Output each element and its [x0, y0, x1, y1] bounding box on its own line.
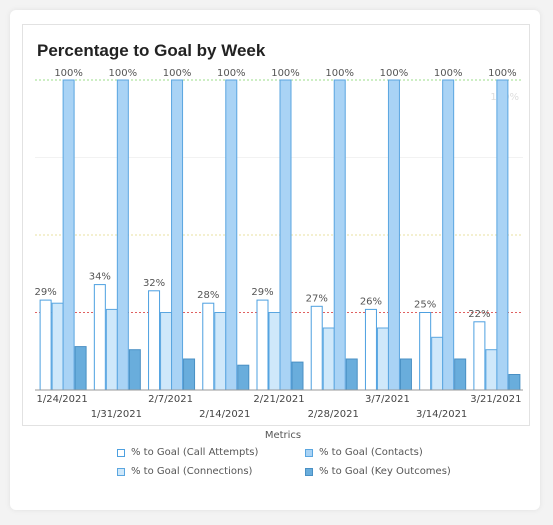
- bar-contacts-8: [496, 79, 509, 391]
- bar-contacts-5: [333, 79, 346, 391]
- legend-label-key-outcomes: % to Goal (Key Outcomes): [319, 466, 451, 477]
- bar-contacts-0: [62, 79, 75, 391]
- bar-connections-0: [51, 302, 64, 391]
- bar-call-attempts-3: [202, 302, 215, 391]
- data-label-contacts-8: 100%: [488, 68, 517, 79]
- x-tick-label-2: 2/7/2021: [148, 394, 193, 405]
- bar-call-attempts-4: [256, 299, 269, 391]
- x-tick-label-0: 1/24/2021: [36, 394, 87, 405]
- data-label-call-attempts-0: 29%: [34, 287, 56, 298]
- x-tick-label-3: 2/14/2021: [199, 409, 250, 420]
- legend-title: Metrics: [264, 430, 302, 441]
- bar-connections-4: [268, 312, 281, 391]
- legend-label-call-attempts: % to Goal (Call Attempts): [131, 447, 259, 458]
- data-label-call-attempts-2: 32%: [143, 278, 165, 289]
- legend-swatch-call-attempts: [117, 448, 125, 457]
- data-label-contacts-7: 100%: [434, 68, 463, 79]
- legend-swatch-contacts: [305, 448, 313, 457]
- data-label-contacts-5: 100%: [325, 68, 354, 79]
- bar-connections-7: [431, 336, 444, 391]
- bar-chart: 100% 29% 100% 1/24/2021 34% 100% 1/31/2021 32% 1…: [34, 68, 523, 420]
- bar-connections-6: [376, 327, 389, 391]
- bar-key-outcomes-3: [237, 364, 250, 391]
- legend: Metrics % to Goal (Call Attempts) % to G…: [10, 430, 540, 477]
- bar-connections-5: [322, 327, 335, 391]
- data-label-call-attempts-3: 28%: [197, 290, 219, 301]
- data-label-contacts-4: 100%: [271, 68, 300, 79]
- x-tick-label-5: 2/28/2021: [308, 409, 359, 420]
- data-label-call-attempts-7: 25%: [414, 300, 436, 311]
- bar-contacts-6: [387, 79, 400, 391]
- bar-call-attempts-7: [419, 312, 432, 391]
- data-label-call-attempts-8: 22%: [468, 309, 490, 320]
- bar-key-outcomes-4: [291, 361, 304, 391]
- x-tick-label-4: 2/21/2021: [253, 394, 304, 405]
- bar-call-attempts-1: [93, 284, 106, 391]
- x-tick-label-6: 3/7/2021: [365, 394, 410, 405]
- data-label-call-attempts-1: 34%: [89, 272, 111, 283]
- bar-connections-3: [214, 312, 227, 391]
- bar-key-outcomes-2: [183, 358, 196, 391]
- legend-item-connections[interactable]: % to Goal (Connections): [117, 466, 297, 477]
- bar-contacts-7: [442, 79, 455, 391]
- legend-item-key-outcomes[interactable]: % to Goal (Key Outcomes): [305, 466, 465, 477]
- bar-connections-2: [160, 312, 173, 391]
- legend-swatch-key-outcomes: [305, 467, 313, 476]
- data-label-call-attempts-4: 29%: [251, 287, 273, 298]
- data-label-contacts-2: 100%: [163, 68, 192, 79]
- bar-connections-8: [485, 349, 498, 391]
- bar-contacts-2: [171, 79, 184, 391]
- data-label-contacts-6: 100%: [380, 68, 409, 79]
- bar-contacts-4: [279, 79, 292, 391]
- bar-contacts-1: [116, 79, 129, 391]
- bar-call-attempts-2: [148, 290, 161, 391]
- data-label-contacts-0: 100%: [54, 68, 83, 79]
- data-label-contacts-1: 100%: [109, 68, 138, 79]
- data-label-call-attempts-5: 27%: [306, 293, 328, 304]
- bar-contacts-3: [225, 79, 238, 391]
- x-tick-label-8: 3/21/2021: [470, 394, 521, 405]
- bar-call-attempts-8: [473, 321, 486, 391]
- chart-frame: Percentage to Goal by Week 100% 29% 100% 1/…: [22, 24, 530, 426]
- legend-label-contacts: % to Goal (Contacts): [319, 447, 423, 458]
- x-tick-label-7: 3/14/2021: [416, 409, 467, 420]
- legend-grid: % to Goal (Call Attempts) % to Goal (Con…: [117, 447, 540, 477]
- bar-key-outcomes-0: [74, 346, 87, 391]
- bar-key-outcomes-1: [128, 349, 141, 391]
- data-label-contacts-3: 100%: [217, 68, 246, 79]
- bar-key-outcomes-7: [454, 358, 467, 391]
- chart-card: Percentage to Goal by Week 100% 29% 100% 1/…: [10, 10, 540, 510]
- legend-swatch-connections: [117, 467, 125, 476]
- legend-label-connections: % to Goal (Connections): [131, 466, 253, 477]
- bar-key-outcomes-8: [508, 374, 521, 391]
- bar-call-attempts-6: [364, 308, 377, 391]
- data-label-call-attempts-6: 26%: [360, 296, 382, 307]
- x-tick-label-1: 1/31/2021: [91, 409, 142, 420]
- bar-key-outcomes-5: [345, 358, 358, 391]
- legend-item-contacts[interactable]: % to Goal (Contacts): [305, 447, 465, 458]
- bar-connections-1: [105, 308, 118, 391]
- bar-call-attempts-5: [310, 305, 323, 391]
- legend-item-call-attempts[interactable]: % to Goal (Call Attempts): [117, 447, 297, 458]
- chart-title: Percentage to Goal by Week: [37, 41, 266, 60]
- bar-key-outcomes-6: [399, 358, 412, 391]
- bar-call-attempts-0: [39, 299, 52, 391]
